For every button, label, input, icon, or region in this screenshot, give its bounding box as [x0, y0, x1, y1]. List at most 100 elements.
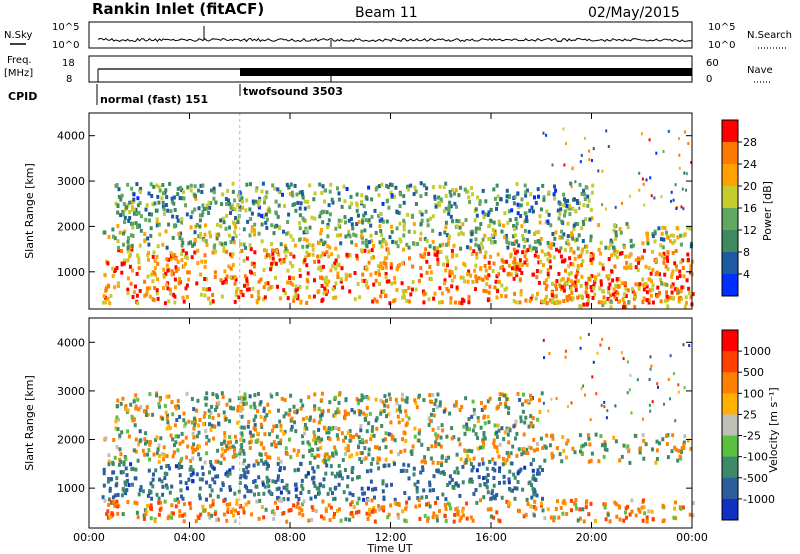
heatmap-cell [542, 300, 546, 305]
heatmap-cell [211, 502, 215, 507]
heatmap-cell [390, 281, 394, 286]
heatmap-cell [297, 497, 301, 501]
heatmap-cell [671, 296, 675, 301]
heatmap-cell [292, 298, 296, 303]
heatmap-cell [443, 513, 447, 518]
heatmap-cell [278, 258, 282, 263]
heatmap-cell [165, 454, 169, 459]
heatmap-cell [116, 511, 120, 516]
heatmap-cell [465, 501, 469, 506]
heatmap-cell [234, 234, 238, 239]
heatmap-cell [464, 458, 468, 463]
heatmap-cell [358, 440, 362, 444]
heatmap-cell [484, 268, 488, 273]
heatmap-cell [180, 243, 184, 248]
heatmap-cell [438, 203, 441, 208]
heatmap-cell [549, 223, 553, 228]
heatmap-cell [108, 488, 112, 493]
heatmap-cell [386, 247, 390, 252]
heatmap-cell [660, 195, 663, 199]
heatmap-cell [325, 210, 329, 215]
heatmap-cell [399, 449, 403, 454]
heatmap-cell [333, 512, 336, 516]
heatmap-cell [182, 519, 186, 524]
heatmap-cell [174, 265, 178, 270]
heatmap-cell [419, 231, 423, 236]
heatmap-cell [561, 435, 565, 440]
heatmap-cell [239, 242, 242, 247]
heatmap-cell [282, 511, 286, 515]
heatmap-cell [220, 441, 224, 446]
heatmap-cell [644, 442, 648, 447]
heatmap-cell [431, 214, 435, 219]
heatmap-cell [628, 252, 632, 257]
heatmap-cell [319, 238, 323, 243]
heatmap-cell [620, 351, 623, 355]
heatmap-cell [117, 417, 121, 422]
heatmap-cell [126, 291, 130, 296]
heatmap-cell [146, 493, 150, 498]
heatmap-cell [384, 272, 388, 276]
heatmap-cell [161, 242, 165, 247]
heatmap-cell [657, 385, 659, 389]
heatmap-cell [371, 299, 375, 304]
heatmap-cell [505, 194, 509, 199]
heatmap-cell [558, 452, 562, 457]
heatmap-cell [296, 296, 300, 301]
heatmap-cell [466, 454, 470, 459]
heatmap-cell [586, 194, 590, 199]
heatmap-cell [496, 449, 499, 454]
heatmap-cell [163, 499, 167, 504]
heatmap-cell [184, 203, 187, 208]
heatmap-cell [314, 494, 317, 499]
heatmap-cell [274, 210, 278, 215]
heatmap-cell [589, 418, 592, 422]
heatmap-cell [372, 255, 375, 260]
heatmap-cell [288, 192, 292, 196]
plot-title: Rankin Inlet (fitACF) [92, 0, 264, 18]
heatmap-cell [172, 201, 176, 206]
heatmap-cell [476, 195, 480, 200]
heatmap-cell [324, 280, 327, 285]
heatmap-cell [187, 241, 191, 246]
heatmap-cell [538, 214, 542, 219]
heatmap-cell [298, 268, 302, 272]
heatmap-cell [110, 500, 114, 504]
heatmap-cell [461, 222, 465, 227]
heatmap-cell [416, 242, 420, 246]
heatmap-cell [459, 275, 463, 280]
heatmap-cell [536, 447, 539, 452]
heatmap-cell [431, 515, 435, 520]
heatmap-cell [685, 188, 687, 192]
heatmap-cell [187, 477, 191, 482]
heatmap-cell [402, 224, 406, 229]
heatmap-cell [577, 233, 581, 238]
heatmap-cell [433, 196, 437, 201]
heatmap-cell [313, 433, 317, 438]
heatmap-cell [608, 282, 612, 287]
heatmap-cell [373, 508, 377, 513]
velocity-ylabel: Slant Range [km] [23, 375, 36, 471]
heatmap-cell [450, 436, 454, 441]
heatmap-cell [298, 506, 302, 511]
heatmap-cell [538, 220, 542, 225]
heatmap-cell [525, 258, 529, 262]
heatmap-cell [483, 421, 487, 426]
heatmap-cell [546, 219, 550, 224]
heatmap-cell [532, 473, 536, 478]
heatmap-cell [134, 404, 138, 409]
heatmap-cell [260, 214, 264, 218]
heatmap-cell [283, 249, 287, 254]
heatmap-cell [336, 271, 340, 276]
heatmap-cell [355, 256, 359, 261]
heatmap-cell [365, 413, 368, 418]
heatmap-cell [677, 299, 681, 304]
heatmap-cell [215, 393, 219, 398]
heatmap-cell [464, 218, 468, 222]
heatmap-cell [509, 451, 513, 456]
heatmap-cell [510, 266, 514, 271]
heatmap-cell [502, 480, 506, 485]
colorbar-tick-label: 8 [743, 246, 750, 259]
heatmap-cell [228, 419, 232, 424]
heatmap-cell [482, 433, 486, 438]
